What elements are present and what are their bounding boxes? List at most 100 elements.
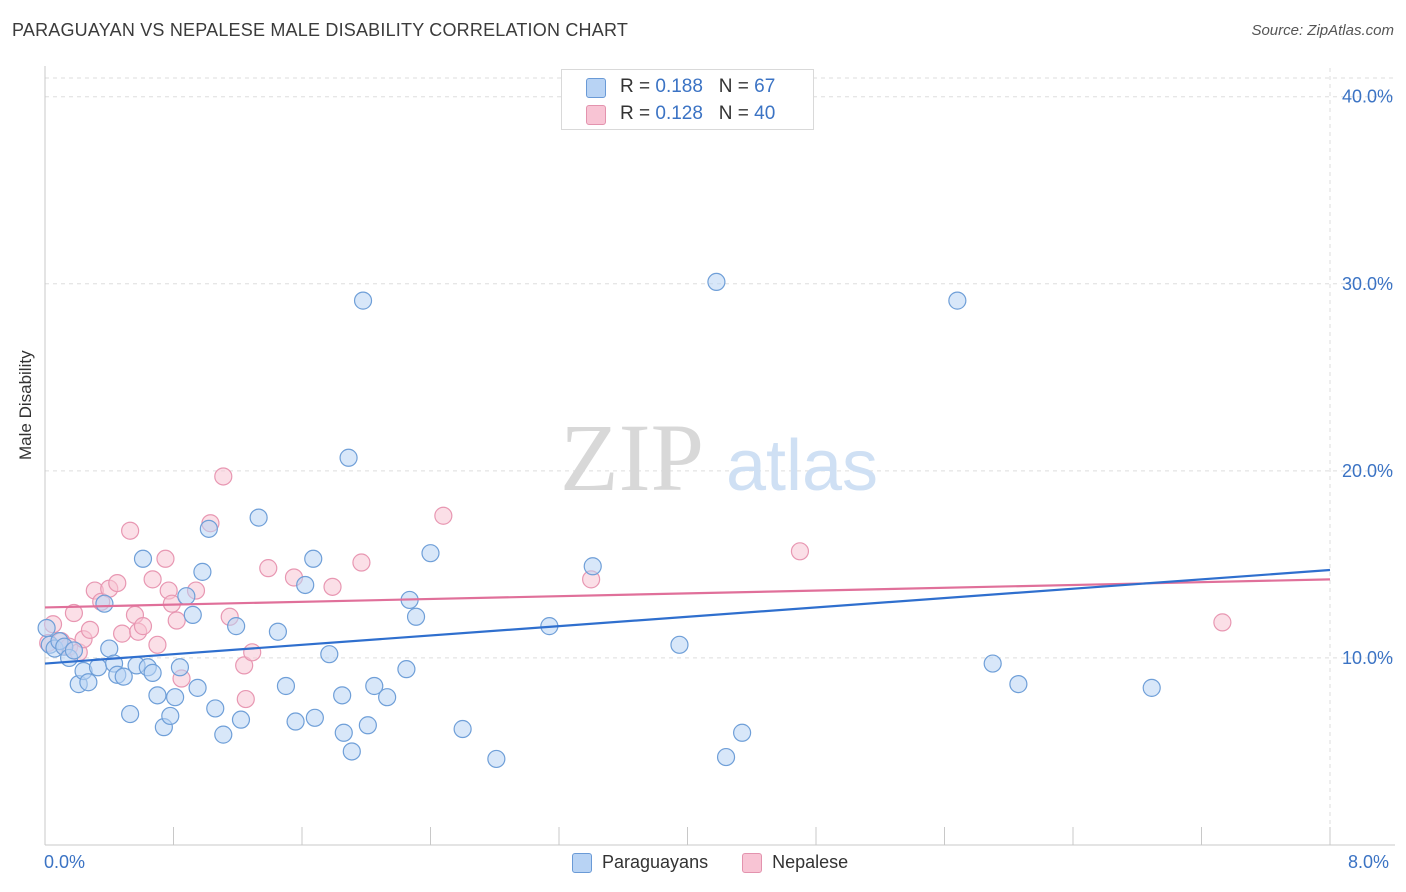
- paraguayans-point: [733, 723, 752, 742]
- paraguayans-point: [177, 587, 196, 606]
- paraguayans-point: [64, 641, 84, 660]
- paraguayans-point: [95, 594, 114, 613]
- paraguayans-point: [948, 291, 967, 310]
- r-label: R =: [620, 103, 656, 124]
- watermark: ZIP atlas: [560, 404, 878, 511]
- paraguayans-point: [339, 448, 358, 467]
- y-tick-label: 10.0%: [1342, 648, 1393, 668]
- paraguayans-point: [286, 712, 305, 731]
- bottom-legend: Paraguayans Nepalese: [572, 852, 882, 873]
- paraguayans-point: [333, 686, 352, 705]
- paraguayans-point: [183, 605, 202, 625]
- nepalese-trend-line: [44, 578, 1331, 609]
- paraguayans-point: [296, 575, 315, 595]
- nepalese-point: [121, 521, 140, 540]
- n-value-nepalese: 40: [754, 103, 776, 124]
- paraguayans-point: [487, 749, 506, 769]
- watermark-zip: ZIP: [560, 404, 704, 511]
- y-tick-label: 40.0%: [1342, 87, 1393, 107]
- paraguayans-point: [206, 699, 225, 718]
- x-tick-label-min: 0.0%: [44, 852, 86, 872]
- nepalese-point: [352, 553, 371, 572]
- nepalese-point: [434, 506, 453, 525]
- nepalese-point: [108, 573, 127, 593]
- paraguayans-swatch: [586, 78, 606, 98]
- trend-lines: [44, 568, 1331, 665]
- y-axis-label: Male Disability: [16, 350, 35, 460]
- nepalese-point: [259, 559, 278, 578]
- nepalese-point: [236, 689, 255, 709]
- nepalese-swatch: [586, 105, 606, 125]
- legend-swatch-paraguayans: [572, 852, 592, 873]
- paraguayans-point: [320, 645, 339, 664]
- paraguayans-point: [37, 618, 56, 638]
- paraguayans-point: [148, 686, 167, 705]
- nepalese-point: [156, 549, 175, 568]
- paraguayans-point: [143, 663, 162, 682]
- y-tick-label: 30.0%: [1342, 274, 1393, 294]
- paraguayans-point: [170, 658, 190, 677]
- y-tick-label: 20.0%: [1342, 461, 1393, 481]
- paraguayans-point: [121, 704, 140, 724]
- paraguayans-point: [358, 716, 377, 735]
- nepalese-point: [214, 467, 233, 486]
- n-label: N =: [718, 76, 755, 97]
- paraguayans-point: [1009, 675, 1028, 694]
- paraguayans-point: [114, 667, 133, 686]
- paraguayans-point: [249, 508, 268, 527]
- nepalese-point: [112, 624, 132, 643]
- paraguayans-point: [133, 549, 153, 568]
- nepalese-point: [167, 611, 186, 630]
- paraguayans-point: [421, 544, 440, 563]
- n-label: N =: [718, 103, 755, 124]
- paraguayans-point: [161, 706, 180, 726]
- paraguayans-point: [227, 617, 246, 636]
- paraguayans-point: [276, 676, 296, 696]
- paraguayans-points: [37, 272, 1161, 769]
- watermark-atlas: atlas: [726, 426, 878, 506]
- paraguayans-point: [583, 557, 602, 576]
- legend-label-paraguayans: Paraguayans: [602, 852, 709, 872]
- paraguayans-point: [188, 678, 207, 697]
- paraguayans-trend-line: [44, 568, 1331, 665]
- stats-text-nepalese: R = 0.128 N = 40: [620, 103, 775, 125]
- paraguayans-point: [214, 725, 233, 744]
- y-tick-labels: 10.0% 20.0% 30.0% 40.0%: [1342, 87, 1393, 668]
- r-label: R =: [620, 76, 656, 97]
- r-value-paraguayans: 0.188: [655, 76, 703, 97]
- nepalese-point: [1213, 613, 1232, 632]
- paraguayans-point: [199, 519, 218, 538]
- paraguayans-point: [406, 607, 426, 626]
- n-value-paraguayans: 67: [754, 76, 776, 97]
- paraguayans-point: [342, 742, 361, 761]
- paraguayans-point: [268, 622, 288, 641]
- paraguayans-point: [670, 635, 689, 654]
- nepalese-point: [235, 656, 254, 675]
- paraguayans-point: [305, 708, 324, 727]
- stats-text-paraguayans: R = 0.188 N = 67: [620, 76, 775, 98]
- paraguayans-point: [79, 673, 98, 692]
- nepalese-point: [243, 643, 262, 662]
- paraguayans-point: [453, 719, 472, 739]
- x-tick-label-max: 8.0%: [1348, 852, 1390, 872]
- paraguayans-point: [1142, 678, 1161, 697]
- nepalese-point: [323, 577, 342, 596]
- stats-legend: R = 0.188 N = 67 R = 0.128 N = 40: [561, 69, 814, 130]
- nepalese-point: [133, 617, 153, 636]
- legend-item-nepalese[interactable]: Nepalese: [742, 852, 848, 873]
- grid-lines: [45, 68, 1395, 845]
- nepalese-point: [80, 620, 100, 639]
- nepalese-point: [143, 570, 162, 589]
- paraguayans-point: [353, 291, 373, 310]
- paraguayans-point: [365, 676, 384, 696]
- paraguayans-point: [334, 723, 353, 742]
- legend-item-paraguayans[interactable]: Paraguayans: [572, 852, 708, 873]
- y-axis-label-wrap: Male Disability: [16, 350, 36, 460]
- nepalese-point: [790, 542, 810, 561]
- paraguayans-point: [88, 658, 108, 677]
- paraguayans-point: [716, 747, 736, 767]
- paraguayans-point: [231, 710, 251, 729]
- axes: [44, 66, 1395, 846]
- paraguayans-point: [397, 660, 416, 679]
